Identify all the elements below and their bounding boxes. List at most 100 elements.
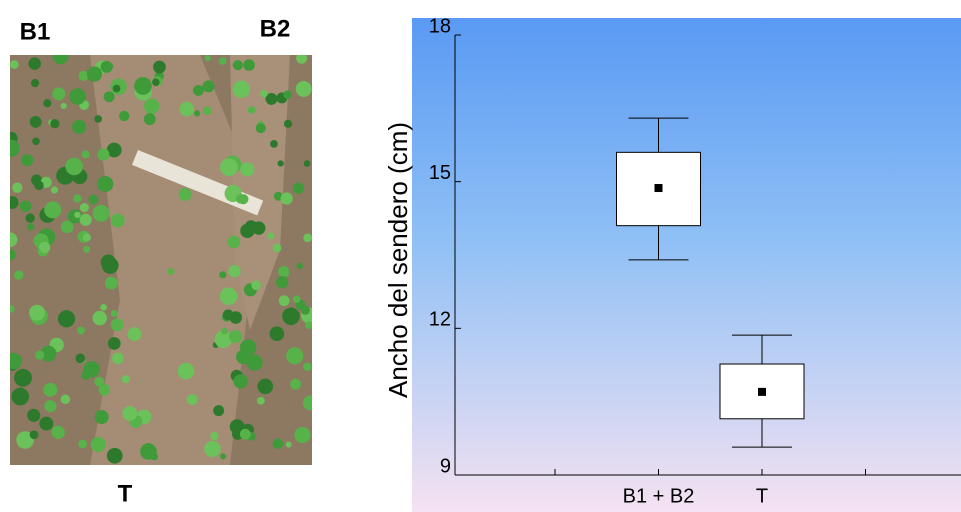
leaf [187,394,198,405]
leaf [279,295,290,306]
leaf [301,306,310,315]
leaf [2,140,19,157]
photo [2,48,318,465]
y-axis-label: Ancho del sendero (cm) [383,122,413,398]
x-tick-label: T [756,485,768,507]
leaf [294,427,310,443]
leaf [122,375,130,383]
leaf [276,276,288,288]
leaf [20,200,32,212]
leaf [303,362,312,371]
leaf [34,181,43,190]
leaf [228,236,241,249]
leaf [94,115,102,123]
leaf [12,183,22,193]
figure: B1 B2 T Ancho del sendero (cm) 9121518B1… [0,0,961,512]
leaf [93,205,110,222]
leaf [80,214,92,226]
leaf [228,265,240,277]
leaf [248,106,255,113]
leaf [61,395,71,405]
leaf [43,383,57,397]
leaf [52,87,65,100]
leaf [80,203,89,212]
leaf [203,80,215,92]
leaf [104,91,115,102]
leaf [233,60,243,70]
leaf [108,337,121,350]
leaf [223,309,234,320]
leaf [8,305,15,312]
leaf [94,377,104,387]
leaf [81,371,90,380]
leaf [65,158,83,176]
leaf [111,214,125,228]
leaf [119,111,129,121]
leaf [97,176,113,192]
leaf [260,90,268,98]
leaf [69,88,85,104]
leaf [83,246,90,253]
leaf [273,438,284,449]
leaf [256,123,266,133]
leaf [297,263,303,269]
leaf [236,194,246,204]
leaf [30,430,39,439]
photo-label: B2 [260,15,291,42]
leaf [39,417,53,431]
leaf [100,304,107,311]
leaf [240,162,254,176]
leaf [273,244,282,253]
leaf [11,388,29,406]
photo-label: T [118,480,133,507]
leaf [303,395,318,410]
leaf [243,59,255,71]
leaf [219,271,226,278]
leaf [111,310,118,317]
leaf [204,441,220,457]
leaf [296,53,307,64]
leaf [43,99,51,107]
leaf [52,48,68,64]
mean-point [655,184,663,192]
leaf [82,150,90,158]
leaf [286,347,303,364]
leaf [97,148,109,160]
leaf [29,305,45,321]
leaf [252,221,265,234]
leaf [220,453,226,459]
leaf [74,212,80,218]
leaf [270,140,278,148]
leaf [83,233,91,241]
leaf [296,81,312,97]
leaf [27,409,40,422]
leaf [6,196,19,209]
leaf [39,242,50,253]
leaf [293,295,301,303]
leaf [290,379,301,390]
x-tick-label: B1 + B2 [623,485,695,507]
leaf [178,363,195,380]
y-tick-label: 15 [429,162,451,184]
leaf [51,186,58,193]
leaf [151,453,158,460]
leaf [72,120,86,134]
leaf [111,318,124,331]
leaf [179,188,192,201]
y-tick-label: 18 [429,15,451,37]
leaf [44,400,56,412]
page: {"photo": {"labels": ["B1", "B2", "T"]},… [0,0,961,512]
leaf [251,280,261,290]
leaf [113,85,121,93]
leaf [107,448,123,464]
leaf [14,369,32,387]
leaf [21,154,33,166]
leaf [286,441,292,447]
leaf [257,397,265,405]
leaf [282,307,300,325]
leaf [122,406,137,421]
leaf [213,405,224,416]
leaf [27,223,34,230]
leaf [44,201,61,218]
leaf [305,321,313,329]
